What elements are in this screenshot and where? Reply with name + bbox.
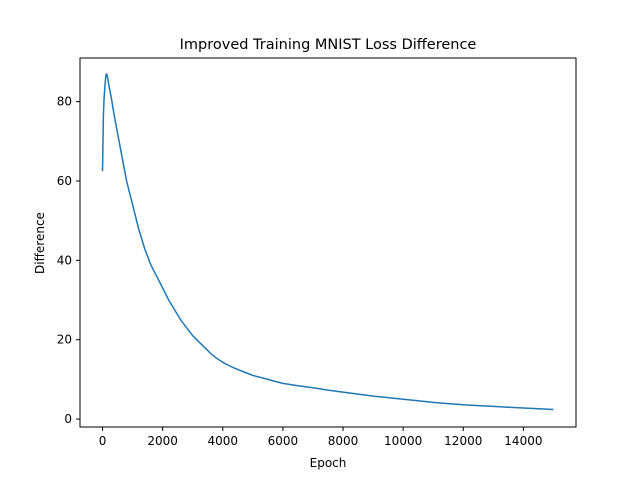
plot-area-frame	[79, 57, 577, 428]
axis-ticks: 0 2000 4000 6000 8000 10000 12000 14000 0 20 40 60 8…	[57, 95, 543, 448]
x-tick-label: 8000	[328, 434, 359, 448]
chart-title: Improved Training MNIST Loss Difference	[180, 37, 477, 53]
y-tick-label: 80	[57, 95, 72, 109]
series-line	[101, 73, 554, 411]
x-tick-label: 0	[99, 434, 107, 448]
x-tick-label: 2000	[147, 434, 178, 448]
y-tick-label: 20	[57, 333, 72, 347]
x-tick-label: 10000	[384, 434, 422, 448]
x-tick-label: 12000	[444, 434, 482, 448]
y-tick-label: 60	[57, 174, 72, 188]
x-axis-label: Epoch	[310, 456, 347, 470]
y-tick-label: 0	[64, 412, 72, 426]
data-series	[101, 73, 554, 411]
y-tick-label: 40	[57, 253, 72, 267]
y-axis-label: Difference	[33, 212, 47, 274]
x-tick-label: 4000	[208, 434, 239, 448]
x-tick-label: 14000	[504, 434, 542, 448]
x-tick-label: 6000	[268, 434, 299, 448]
